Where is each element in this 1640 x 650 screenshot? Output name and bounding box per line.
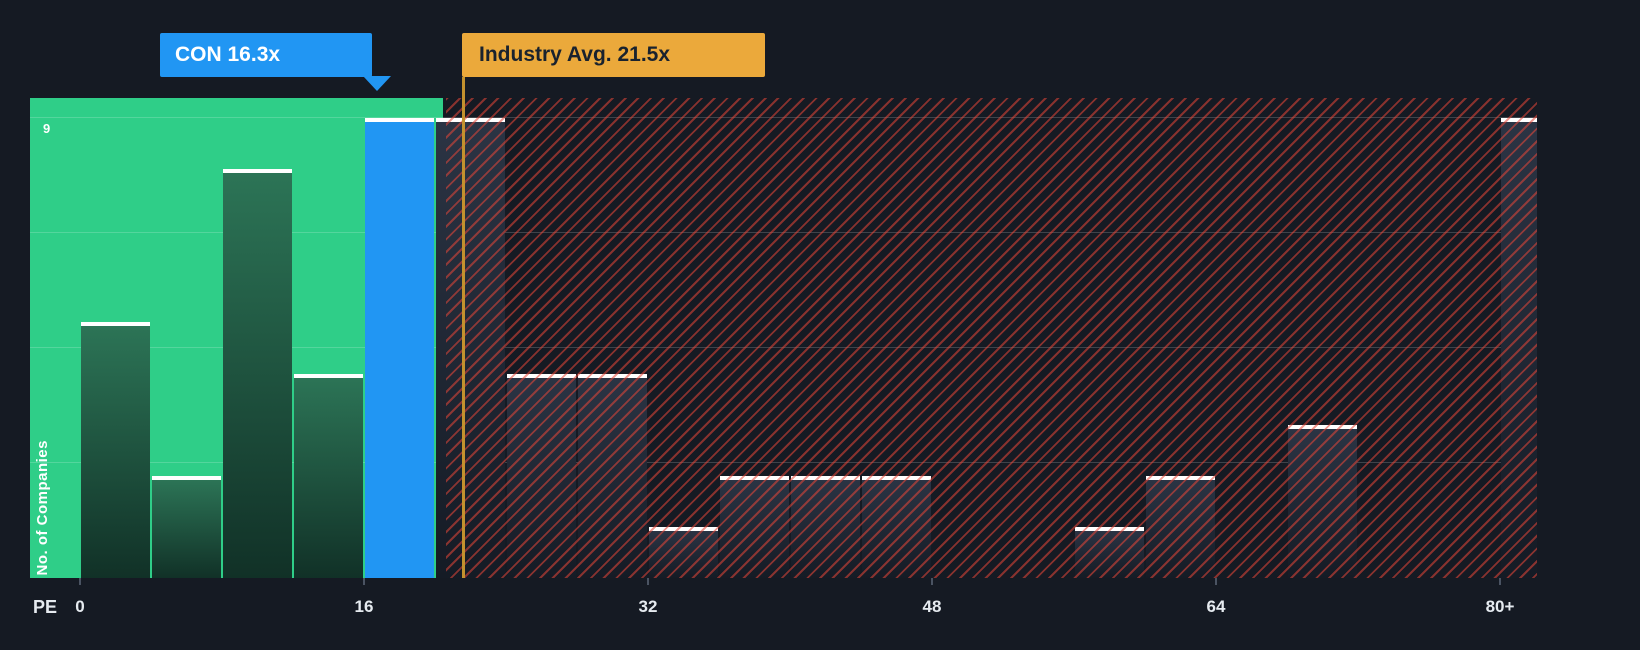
histogram-bar-20-24 — [436, 118, 505, 578]
gridline — [30, 117, 1537, 118]
x-axis-title: PE — [33, 597, 58, 617]
plot-area: 9 — [30, 98, 1537, 578]
industry-average-callout: Industry Avg. 21.5x — [462, 33, 765, 77]
x-tick-mark — [1215, 578, 1217, 585]
histogram-bar-4-8 — [152, 476, 221, 578]
histogram-bar-0-4 — [81, 322, 150, 578]
x-tick-label-48: 48 — [922, 597, 942, 616]
histogram-bar-56-60 — [1075, 527, 1144, 578]
x-tick-label-0: 0 — [75, 597, 85, 616]
histogram-bar-28-32 — [578, 374, 647, 578]
histogram-bar-44-48 — [862, 476, 931, 578]
company-callout-pointer-icon — [363, 76, 391, 91]
histogram-bar-16-20 — [365, 118, 434, 578]
x-tick-label-80+: 80+ — [1485, 597, 1515, 616]
histogram-bar-40-44 — [791, 476, 860, 578]
histogram-bar-80+ — [1501, 118, 1537, 578]
x-tick-label-32: 32 — [638, 597, 658, 616]
industry-average-line — [462, 77, 465, 578]
x-tick-mark — [931, 578, 933, 585]
company-callout-label: CON 16.3x — [175, 43, 281, 66]
histogram-bar-24-28 — [507, 374, 576, 578]
histogram-bar-36-40 — [720, 476, 789, 578]
histogram-bar-68-72 — [1288, 425, 1357, 578]
x-tick-mark — [647, 578, 649, 585]
y-axis-title: No. of Companies — [34, 440, 51, 576]
industry-average-callout-label: Industry Avg. 21.5x — [479, 43, 671, 66]
x-tick-label-16: 16 — [354, 597, 374, 616]
x-tick-mark — [363, 578, 365, 585]
y-max-label: 9 — [43, 121, 51, 136]
histogram-bar-60-64 — [1146, 476, 1215, 578]
histogram-bar-8-12 — [223, 169, 292, 578]
x-tick-mark — [79, 578, 81, 585]
histogram-bar-12-16 — [294, 374, 363, 578]
company-callout: CON 16.3x — [160, 33, 372, 77]
x-tick-label-64: 64 — [1206, 597, 1226, 616]
histogram-bar-32-36 — [649, 527, 718, 578]
x-tick-mark — [1499, 578, 1501, 585]
